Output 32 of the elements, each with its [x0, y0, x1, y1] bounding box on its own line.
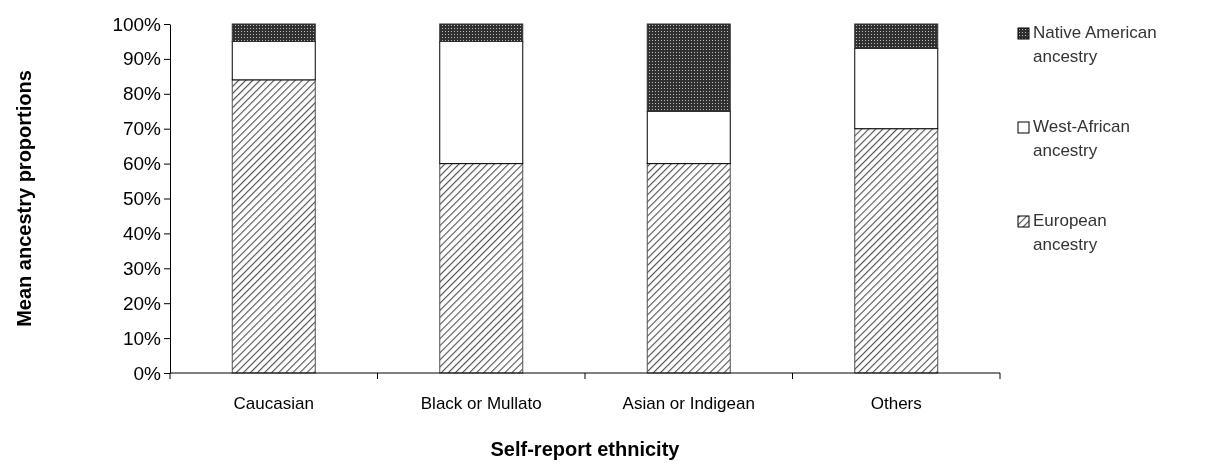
- legend-label: European ancestry: [1033, 211, 1107, 254]
- bar: [439, 40, 524, 165]
- x-tick-label: Others: [870, 394, 922, 413]
- y-tick-label: 60%: [122, 153, 162, 175]
- bar: [646, 23, 731, 112]
- x-tick-label: Caucasian: [233, 394, 314, 413]
- bar: [646, 110, 731, 165]
- y-tick-label: 30%: [122, 257, 162, 279]
- y-tick-label: 0%: [133, 362, 162, 384]
- y-tick-label: 80%: [122, 83, 162, 105]
- x-tick-label: Asian or Indigean: [622, 394, 755, 413]
- y-tick-label: 40%: [122, 222, 162, 244]
- y-axis-title: Mean ancestry proportions: [13, 70, 35, 327]
- y-tick-label: 20%: [122, 292, 162, 314]
- bar: [854, 23, 939, 49]
- bar: [231, 79, 316, 374]
- bar: [439, 163, 524, 374]
- legend-label: West-African ancestry: [1033, 117, 1130, 160]
- x-axis-title: Self-report ethnicity: [490, 438, 681, 460]
- legend-label: Native American ancestry: [1033, 23, 1157, 66]
- bar: [439, 23, 524, 42]
- bar: [646, 163, 731, 374]
- x-tick-label: Black or Mullato: [420, 394, 542, 413]
- y-tick-label: 100%: [112, 13, 162, 35]
- y-tick-label: 50%: [122, 188, 162, 210]
- y-tick-label: 90%: [122, 48, 162, 70]
- bar: [854, 128, 939, 374]
- bar: [231, 40, 316, 81]
- y-tick-label: 70%: [122, 118, 162, 140]
- bar: [854, 47, 939, 130]
- y-tick-label: 10%: [122, 327, 162, 349]
- bar: [231, 23, 316, 42]
